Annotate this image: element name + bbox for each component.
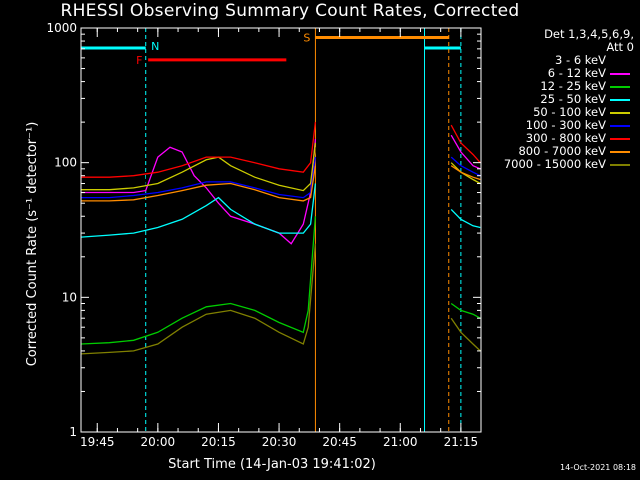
- saa-label: S: [303, 32, 310, 45]
- series-line-after-gap: [450, 138, 481, 167]
- legend-item-label: 6 - 12 keV: [547, 66, 606, 80]
- plot-frame: [80, 27, 482, 433]
- x-tick-label: 21:00: [383, 435, 418, 449]
- legend-item: 6 - 12 keV: [484, 67, 634, 80]
- series-line-after-gap: [450, 317, 481, 352]
- legend-item-label: 50 - 100 keV: [533, 105, 606, 119]
- legend-swatch: [610, 151, 630, 153]
- timestamp: 14-Oct-2021 08:18: [560, 463, 636, 472]
- series-line: [81, 216, 317, 345]
- series-line: [81, 110, 317, 196]
- series-line-after-gap: [450, 124, 481, 164]
- x-tick-label: 20:15: [201, 435, 236, 449]
- axis-layer: 1 10 100 1000 19:45 20:00 20:15 20:30 20:45 21:00…: [46, 21, 482, 449]
- x-tick-label: 19:45: [80, 435, 115, 449]
- x-tick-label: 20:45: [322, 435, 357, 449]
- legend-swatch: [610, 125, 630, 127]
- series-line-after-gap: [450, 302, 481, 319]
- night-label: N: [151, 40, 159, 53]
- legend-item: 7000 - 15000 keV: [484, 158, 634, 171]
- legend-item: 12 - 25 keV: [484, 80, 634, 93]
- series-line-after-gap: [450, 134, 481, 170]
- series-line: [81, 165, 317, 202]
- y-tick-label: 1: [69, 425, 77, 439]
- x-tick-label: 20:00: [141, 435, 176, 449]
- series-line: [81, 183, 317, 238]
- legend-swatch: [610, 86, 630, 88]
- legend-swatch: [610, 138, 630, 140]
- series-line: [81, 138, 317, 245]
- chart-title: RHESSI Observing Summary Count Rates, Co…: [60, 1, 520, 21]
- series-line: [81, 243, 317, 355]
- legend-item: 100 - 300 keV: [484, 119, 634, 132]
- legend: Det 1,3,4,5,6,9, Att 0 3 - 6 keV 6 - 12 k…: [484, 28, 634, 171]
- x-tick-label: 20:30: [262, 435, 297, 449]
- x-axis-label: Start Time (14-Jan-03 19:41:02): [168, 457, 376, 472]
- legend-item-label: 300 - 800 keV: [525, 131, 606, 145]
- legend-item-label: 100 - 300 keV: [525, 118, 606, 132]
- series-line: [81, 122, 317, 178]
- flare-label: F: [136, 54, 142, 67]
- legend-item-label: 25 - 50 keV: [540, 92, 606, 106]
- legend-item: 3 - 6 keV: [484, 54, 634, 67]
- legend-item-label: 800 - 7000 keV: [518, 144, 606, 158]
- series-line-after-gap: [450, 162, 481, 185]
- legend-item: 800 - 7000 keV: [484, 145, 634, 158]
- legend-swatch: [610, 73, 630, 75]
- legend-item-label: 12 - 25 keV: [540, 79, 606, 93]
- legend-attenuator: Att 0: [606, 40, 634, 54]
- legend-item: 300 - 800 keV: [484, 132, 634, 145]
- legend-swatch: [610, 164, 630, 166]
- legend-swatch: [609, 59, 631, 63]
- series-line-after-gap: [450, 156, 481, 177]
- x-tick-label: 21:15: [444, 435, 479, 449]
- plot-layer: NF S: [81, 28, 481, 432]
- legend-detectors: Det 1,3,4,5,6,9,: [544, 27, 634, 41]
- legend-item: 50 - 100 keV: [484, 106, 634, 119]
- legend-item-label: 3 - 6 keV: [555, 53, 606, 67]
- legend-swatch: [610, 112, 630, 114]
- y-tick-label: 100: [54, 156, 77, 170]
- y-tick-label: 10: [62, 290, 77, 304]
- legend-item-label: 7000 - 15000 keV: [503, 157, 606, 171]
- y-tick-label: 1000: [46, 21, 77, 35]
- legend-swatch: [610, 99, 630, 101]
- series-group: [81, 28, 481, 432]
- series-line: [81, 157, 317, 199]
- series-line-after-gap: [450, 165, 481, 181]
- y-axis-label: Corrected Count Rate (s⁻¹ detector⁻¹): [25, 122, 40, 367]
- legend-item: 25 - 50 keV: [484, 93, 634, 106]
- series-line-after-gap: [450, 208, 481, 229]
